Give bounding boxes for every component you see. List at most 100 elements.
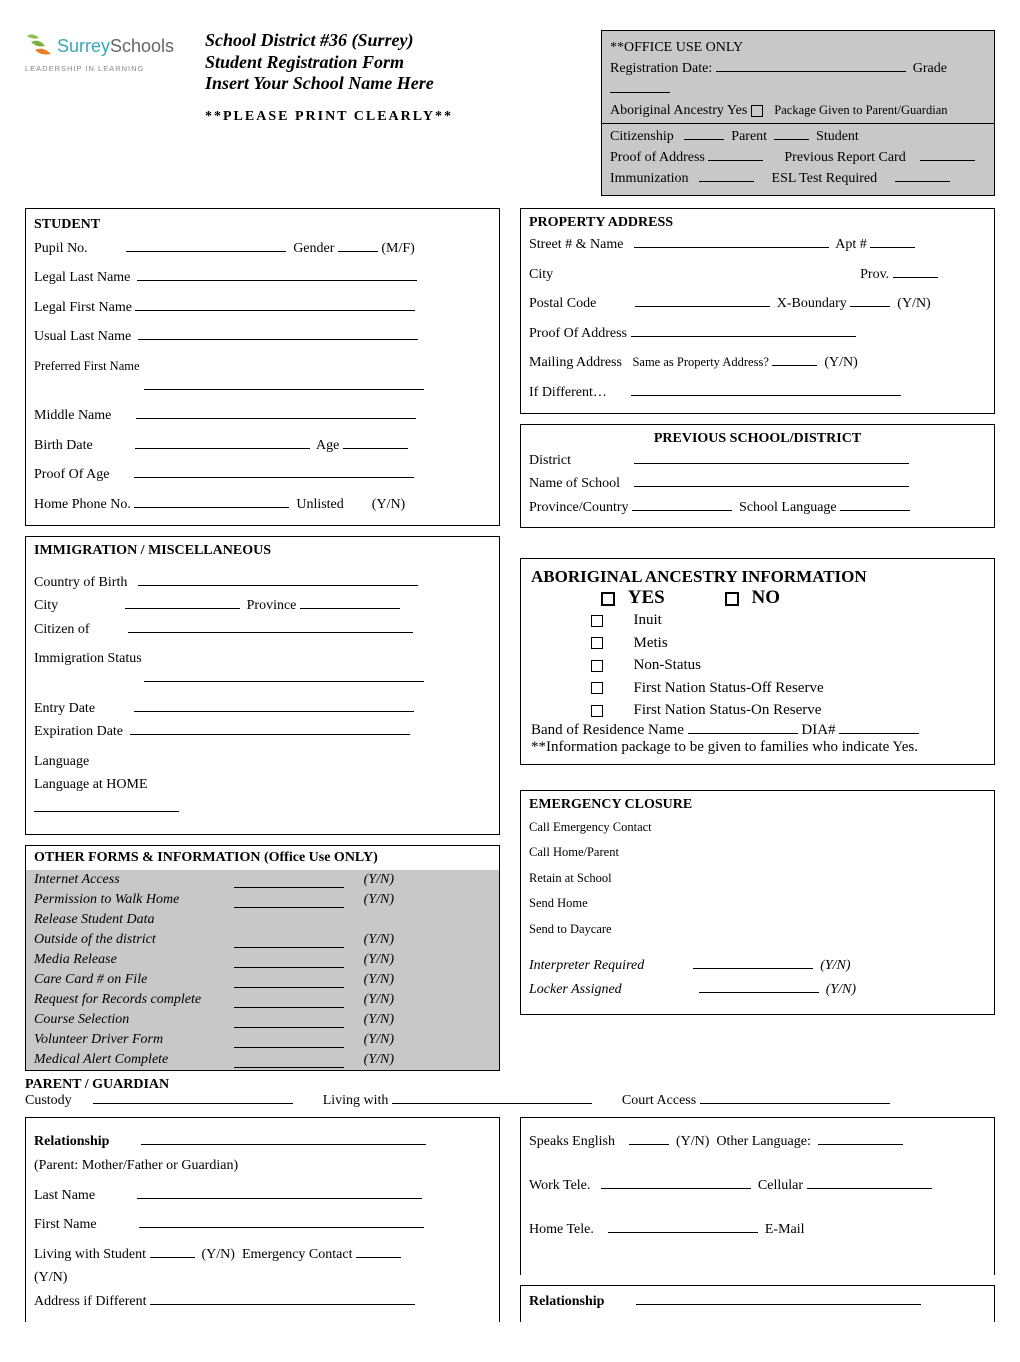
home-tele-label: Home Tele. bbox=[529, 1222, 594, 1237]
emergency-box: EMERGENCY CLOSURE Call Emergency Contact… bbox=[520, 790, 995, 1015]
living-student-label: Living with Student bbox=[34, 1247, 146, 1262]
other-lang-label: Other Language: bbox=[716, 1134, 810, 1149]
title-line-2: Student Registration Form bbox=[205, 52, 581, 74]
birth-label: Birth Date bbox=[34, 438, 93, 453]
band-label: Band of Residence Name bbox=[531, 722, 684, 738]
aboriginal-no: NO bbox=[751, 587, 780, 608]
city2-label: City bbox=[529, 267, 553, 282]
of-row: Care Card # on File(Y/N) bbox=[26, 970, 499, 990]
please-print: **PLEASE PRINT CLEARLY** bbox=[205, 109, 581, 125]
custody-label: Custody bbox=[25, 1093, 72, 1108]
district-label: District bbox=[529, 453, 571, 468]
aboriginal-yes-checkbox[interactable] bbox=[601, 592, 615, 606]
work-tele-label: Work Tele. bbox=[529, 1178, 590, 1193]
living-with-label: Living with bbox=[323, 1093, 389, 1108]
mailing-label: Mailing Address bbox=[529, 355, 622, 370]
interpreter-yn: (Y/N) bbox=[820, 958, 850, 973]
locker-yn: (Y/N) bbox=[826, 982, 856, 997]
interpreter-label: Interpreter Required bbox=[529, 958, 644, 973]
office-use-box: **OFFICE USE ONLY Registration Date: Gra… bbox=[601, 30, 995, 196]
entry-date-label: Entry Date bbox=[34, 701, 95, 716]
unlisted-yn: (Y/N) bbox=[372, 497, 405, 512]
parent-right-box: Speaks English (Y/N) Other Language: Wor… bbox=[520, 1117, 995, 1275]
of-row: Volunteer Driver Form(Y/N) bbox=[26, 1030, 499, 1050]
lang-home-label: Language at HOME bbox=[34, 777, 148, 792]
imm-status-label: Immigration Status bbox=[34, 651, 142, 666]
student-title: STUDENT bbox=[34, 217, 100, 232]
age-label: Age bbox=[316, 438, 339, 453]
previous-title: PREVIOUS SCHOOL/DISTRICT bbox=[529, 431, 986, 447]
speaks-eng-yn: (Y/N) bbox=[676, 1134, 709, 1149]
relationship2-label: Relationship bbox=[529, 1294, 604, 1309]
office-grade-label: Grade bbox=[913, 61, 947, 76]
aboriginal-title: ABORIGINAL ANCESTRY INFORMATION bbox=[531, 567, 984, 587]
citizen-label: Citizen of bbox=[34, 622, 90, 637]
legal-first-label: Legal First Name bbox=[34, 300, 132, 315]
prov-country-label: Province/Country bbox=[529, 500, 629, 515]
immigration-box: IMMIGRATION / MISCELLANEOUS Country of B… bbox=[25, 536, 500, 836]
of-row: Medical Alert Complete(Y/N) bbox=[26, 1050, 499, 1070]
property-box: PROPERTY ADDRESS Street # & Name Apt # C… bbox=[520, 208, 995, 414]
logo-block: SurreySchools LEADERSHIP IN LEARNING bbox=[25, 30, 185, 196]
inuit-checkbox[interactable] bbox=[591, 615, 603, 627]
office-immunization-label: Immunization bbox=[610, 171, 689, 186]
office-package-label: Package Given to Parent/Guardian bbox=[774, 103, 947, 117]
proof-age-label: Proof Of Age bbox=[34, 467, 109, 482]
leaf-icon bbox=[25, 30, 53, 62]
addr-diff-label: Address if Different bbox=[34, 1294, 147, 1309]
same-as-label: Same as Property Address? bbox=[632, 355, 768, 369]
city-label: City bbox=[34, 598, 58, 613]
title-block: School District #36 (Surrey) Student Reg… bbox=[205, 30, 581, 196]
middle-label: Middle Name bbox=[34, 408, 111, 423]
fn-off-checkbox[interactable] bbox=[591, 682, 603, 694]
fn-on-checkbox[interactable] bbox=[591, 705, 603, 717]
gender-mf: (M/F) bbox=[381, 241, 414, 256]
of-row: Media Release(Y/N) bbox=[26, 950, 499, 970]
office-reg-date-label: Registration Date: bbox=[610, 61, 712, 76]
legal-last-label: Legal Last Name bbox=[34, 270, 130, 285]
pref-first-label: Preferred First Name bbox=[34, 359, 140, 373]
apt-label: Apt # bbox=[835, 237, 867, 252]
aboriginal-note: **Information package to be given to fam… bbox=[531, 739, 984, 756]
usual-last-label: Usual Last Name bbox=[34, 329, 131, 344]
property-title: PROPERTY ADDRESS bbox=[529, 215, 986, 231]
first-name-label: First Name bbox=[34, 1217, 97, 1232]
emergency-contact-label: Emergency Contact bbox=[242, 1247, 353, 1262]
living-student-yn: (Y/N) bbox=[202, 1247, 235, 1262]
parent-right-box-2: Relationship bbox=[520, 1285, 995, 1322]
cellular-label: Cellular bbox=[758, 1178, 803, 1193]
unlisted-label: Unlisted bbox=[296, 497, 343, 512]
proof-addr2-label: Proof Of Address bbox=[529, 326, 627, 341]
office-aboriginal-checkbox[interactable] bbox=[751, 105, 763, 117]
ec-yn: (Y/N) bbox=[34, 1270, 67, 1285]
street-label: Street # & Name bbox=[529, 237, 623, 252]
court-access-label: Court Access bbox=[622, 1093, 696, 1108]
of-row: Internet Access(Y/N) bbox=[26, 870, 499, 890]
title-line-3: Insert Your School Name Here bbox=[205, 73, 581, 95]
of-row: Outside of the district(Y/N) bbox=[26, 930, 499, 950]
nonstatus-checkbox[interactable] bbox=[591, 660, 603, 672]
prov-label: Prov. bbox=[860, 267, 889, 282]
logo-text-1: Surrey bbox=[57, 36, 110, 56]
aboriginal-yes: YES bbox=[628, 587, 665, 608]
of-row: Release Student Data bbox=[26, 910, 499, 930]
if-diff-label: If Different… bbox=[529, 385, 607, 400]
office-title: **OFFICE USE ONLY bbox=[610, 37, 986, 58]
other-forms-box: OTHER FORMS & INFORMATION (Office Use ON… bbox=[25, 845, 500, 1071]
previous-school-box: PREVIOUS SCHOOL/DISTRICT District Name o… bbox=[520, 424, 995, 529]
immigration-title: IMMIGRATION / MISCELLANEOUS bbox=[34, 543, 491, 559]
aboriginal-box: ABORIGINAL ANCESTRY INFORMATION YES NO I… bbox=[520, 558, 995, 765]
last-name-label: Last Name bbox=[34, 1188, 95, 1203]
gender-label: Gender bbox=[293, 241, 334, 256]
locker-label: Locker Assigned bbox=[529, 982, 622, 997]
dia-label: DIA# bbox=[801, 722, 835, 738]
rel-note: (Parent: Mother/Father or Guardian) bbox=[34, 1156, 491, 1176]
relationship-label: Relationship bbox=[34, 1134, 109, 1149]
postal-label: Postal Code bbox=[529, 296, 596, 311]
metis-checkbox[interactable] bbox=[591, 637, 603, 649]
parent-left-box: Relationship (Parent: Mother/Father or G… bbox=[25, 1117, 500, 1321]
province-label: Province bbox=[247, 598, 297, 613]
aboriginal-no-checkbox[interactable] bbox=[725, 592, 739, 606]
mailing-yn: (Y/N) bbox=[824, 355, 857, 370]
expiry-date-label: Expiration Date bbox=[34, 724, 123, 739]
